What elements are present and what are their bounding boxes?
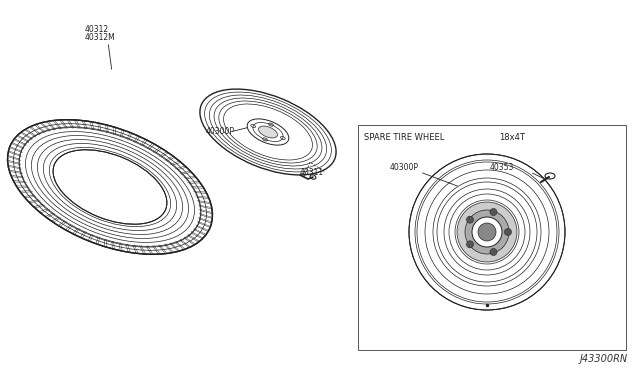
Ellipse shape (467, 216, 474, 223)
Ellipse shape (53, 150, 167, 224)
Bar (358, 125, 626, 350)
Ellipse shape (504, 228, 511, 235)
Ellipse shape (490, 209, 497, 215)
Ellipse shape (467, 241, 474, 248)
Text: 40312M: 40312M (85, 33, 116, 42)
Text: 40311: 40311 (300, 168, 324, 177)
Text: 40300P: 40300P (206, 127, 235, 136)
Text: 40300P: 40300P (390, 163, 419, 172)
Text: 40353: 40353 (490, 163, 515, 172)
Ellipse shape (465, 210, 509, 254)
Ellipse shape (457, 202, 517, 262)
Ellipse shape (490, 248, 497, 256)
Text: J43300RN: J43300RN (580, 354, 628, 364)
Ellipse shape (200, 89, 336, 175)
Ellipse shape (472, 217, 502, 247)
Ellipse shape (8, 120, 212, 254)
Text: 18x4T: 18x4T (499, 133, 525, 142)
Text: SPARE TIRE WHEEL: SPARE TIRE WHEEL (364, 133, 444, 142)
Text: 40312: 40312 (85, 25, 109, 34)
Ellipse shape (478, 223, 496, 241)
Ellipse shape (247, 119, 289, 145)
Ellipse shape (259, 126, 278, 138)
